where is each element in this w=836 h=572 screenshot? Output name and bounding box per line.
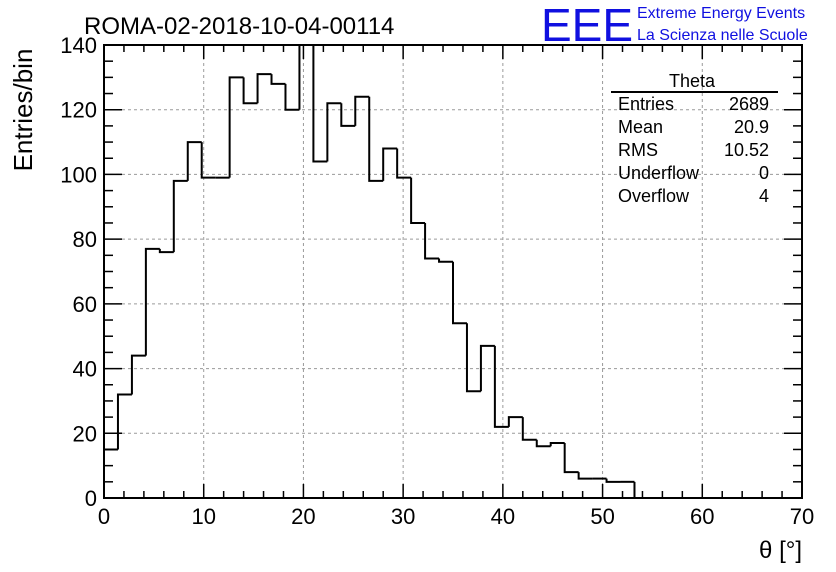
x-tick-label: 0 bbox=[98, 504, 110, 529]
stats-label: Overflow bbox=[618, 186, 690, 206]
histogram-bin bbox=[410, 177, 426, 224]
x-tick-label: 40 bbox=[491, 504, 515, 529]
histogram-bin bbox=[605, 478, 621, 483]
histogram-bin bbox=[270, 74, 286, 85]
y-tick-label: 120 bbox=[60, 98, 97, 123]
y-tick-labels: 0 20 40 60 80 100 120 140 bbox=[60, 33, 97, 511]
histogram-bin bbox=[340, 103, 356, 127]
histogram-bin bbox=[312, 45, 328, 163]
x-tick-label: 60 bbox=[690, 504, 714, 529]
histogram-bin bbox=[256, 73, 272, 104]
histogram-bin bbox=[284, 83, 300, 111]
y-tick-label: 80 bbox=[73, 227, 97, 252]
y-tick-label: 140 bbox=[60, 33, 97, 58]
stats-value: 10.52 bbox=[724, 140, 769, 160]
histogram-bin bbox=[424, 222, 440, 260]
y-tick-label: 0 bbox=[85, 486, 97, 511]
chart-title: ROMA-02-2018-10-04-00114 bbox=[84, 13, 394, 40]
x-tick-label: 30 bbox=[391, 504, 415, 529]
histogram-bars bbox=[103, 44, 802, 499]
x-tick-label: 10 bbox=[191, 504, 215, 529]
histogram-bin bbox=[103, 448, 118, 498]
histogram-bin bbox=[452, 261, 467, 325]
histogram-bin bbox=[493, 345, 509, 428]
logo-line-1: Extreme Energy Events bbox=[637, 5, 805, 22]
stats-label: Entries bbox=[618, 94, 674, 114]
x-tick-label: 20 bbox=[291, 504, 315, 529]
histogram-bin bbox=[242, 77, 258, 105]
histogram-bin bbox=[438, 258, 453, 263]
stats-label: Underflow bbox=[618, 163, 700, 183]
logo-line-2: La Scienza nelle Scuole bbox=[637, 27, 808, 44]
eee-logo: EEE Extreme Energy Events La Scienza nel… bbox=[541, 0, 808, 51]
y-tick-label: 60 bbox=[73, 292, 97, 317]
histogram-bin bbox=[326, 102, 342, 162]
histogram-bin bbox=[158, 248, 174, 254]
logo-mark: EEE bbox=[541, 0, 633, 51]
histogram-bin bbox=[200, 142, 216, 179]
stats-value: 0 bbox=[759, 163, 769, 183]
histogram-bin bbox=[116, 393, 132, 450]
histogram-bin bbox=[507, 416, 523, 427]
histogram-bin bbox=[186, 141, 202, 181]
histogram-bin bbox=[577, 472, 593, 480]
stats-value: 4 bbox=[759, 186, 769, 206]
stats-value: 2689 bbox=[729, 94, 769, 114]
stats-rows: Entries 2689 Mean 20.9 RMS 10.52 Underflow 0 Ove… bbox=[618, 94, 769, 206]
stats-label: RMS bbox=[618, 140, 658, 160]
y-tick-label: 20 bbox=[73, 421, 97, 446]
histogram-bin bbox=[298, 44, 314, 110]
y-axis-label: Entries/bin bbox=[8, 49, 38, 172]
histogram-bin bbox=[354, 95, 370, 126]
histogram-bin bbox=[368, 96, 384, 182]
histogram-bin bbox=[382, 147, 398, 181]
y-tick-label: 40 bbox=[73, 357, 97, 382]
axis-ticks bbox=[103, 44, 803, 499]
histogram-bin bbox=[549, 441, 565, 447]
histogram-bin bbox=[521, 417, 537, 441]
x-axis-label: θ [°] bbox=[759, 537, 802, 564]
stats-label: Mean bbox=[618, 117, 663, 137]
histogram-bin bbox=[535, 439, 551, 448]
x-tick-labels: 0 10 20 30 40 50 60 70 bbox=[98, 504, 814, 529]
histogram-bin bbox=[130, 354, 146, 395]
histogram-bin bbox=[172, 179, 188, 253]
histogram-bin bbox=[228, 76, 244, 178]
stats-title: Theta bbox=[669, 71, 716, 91]
histogram-bin bbox=[479, 344, 495, 392]
stats-value: 20.9 bbox=[734, 117, 769, 137]
histogram-bin bbox=[633, 481, 649, 499]
histogram-bin bbox=[396, 148, 412, 179]
histogram-bin bbox=[563, 442, 579, 474]
histogram-bin bbox=[144, 247, 160, 356]
y-tick-label: 100 bbox=[60, 162, 97, 187]
x-tick-label: 70 bbox=[790, 504, 814, 529]
histogram-bin bbox=[465, 323, 481, 393]
stats-box: Theta Entries 2689 Mean 20.9 RMS 10.52 Underfl… bbox=[611, 71, 778, 206]
x-tick-label: 50 bbox=[590, 504, 614, 529]
